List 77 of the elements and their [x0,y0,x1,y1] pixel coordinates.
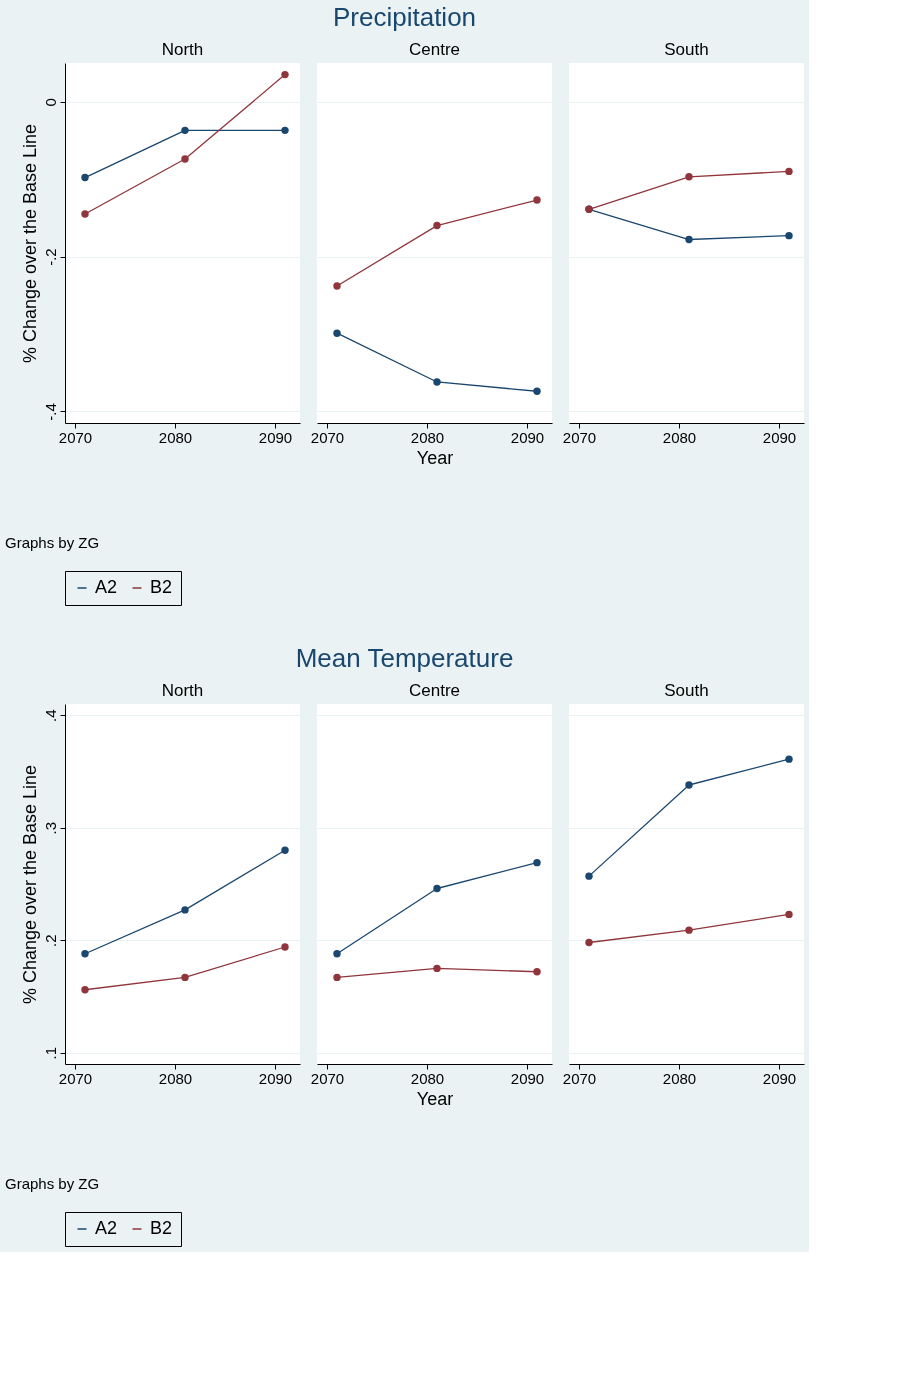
point [281,846,289,854]
point [281,126,289,135]
y-axis-title: % Change over the Base Line [19,123,40,364]
x-tick-label: 2070 [58,1069,93,1087]
x-tick-label: 2090 [762,1069,797,1087]
x-tick-label: 2070 [58,428,93,446]
point [333,950,341,958]
point [433,221,441,230]
point [585,938,593,947]
point [685,173,693,181]
x-tick-label: 2070 [310,428,345,446]
point [181,906,189,914]
point [433,884,441,893]
point [281,943,289,951]
x-tick-label: 2090 [258,428,293,446]
y-tick-label: .4 [41,709,59,723]
x-tick-label: 2080 [158,428,193,446]
chart-subtitle: South [664,681,709,700]
x-tick-label: 2090 [510,1069,545,1087]
point [785,167,793,176]
legend-label: A2 [95,577,118,597]
y-tick-label: -.2 [41,248,59,266]
legend-label: B2 [150,1218,173,1238]
x-tick-label: 2090 [510,428,545,446]
y-tick-label: 0 [41,98,59,107]
chart-subtitle: South [664,40,709,59]
point [533,196,541,204]
chart-title: Precipitation [332,2,477,32]
point [533,387,541,395]
x-tick-label: 2080 [662,1069,697,1087]
point [685,926,693,934]
point [533,858,541,867]
legend-label: A2 [95,1218,118,1238]
x-tick-label: 2080 [158,1069,193,1087]
chart-title: Mean Temperature [295,643,514,673]
point [433,378,441,386]
point [785,231,793,240]
point [785,910,793,919]
point [81,950,89,958]
y-tick-label: .3 [41,821,59,835]
point [281,70,289,79]
chart-subtitle: North [161,40,204,59]
legend-label: B2 [150,577,173,597]
x-tick-label: 2090 [258,1069,293,1087]
point [181,126,189,135]
point [585,872,593,880]
point [181,973,189,982]
text: Graphs by ZG [5,534,100,551]
x-axis-title: Year [416,1088,454,1109]
chart-subtitle: North [161,681,204,700]
point [181,155,189,163]
x-tick-label: 2070 [310,1069,345,1087]
y-tick-label: .1 [41,1046,59,1060]
y-tick-label: -.4 [41,403,59,421]
x-tick-label: 2080 [662,428,697,446]
point [685,781,693,789]
text: Graphs by ZG [5,1175,100,1192]
chart-subtitle: Centre [408,681,461,700]
point [333,282,341,290]
chart-subtitle: Centre [408,40,461,59]
point [785,755,793,763]
x-tick-label: 2090 [762,428,797,446]
point [81,986,89,994]
point [333,329,341,337]
y-tick-label: .2 [41,934,59,948]
x-tick-label: 2070 [562,428,597,446]
point [685,235,693,244]
point [533,968,541,976]
x-tick-label: 2080 [410,428,445,446]
point [81,173,89,182]
point [81,210,89,218]
point [433,964,441,973]
x-axis-title: Year [416,447,454,468]
x-tick-label: 2070 [562,1069,597,1087]
y-axis-title: % Change over the Base Line [19,764,40,1005]
point [333,973,341,982]
x-tick-label: 2080 [410,1069,445,1087]
